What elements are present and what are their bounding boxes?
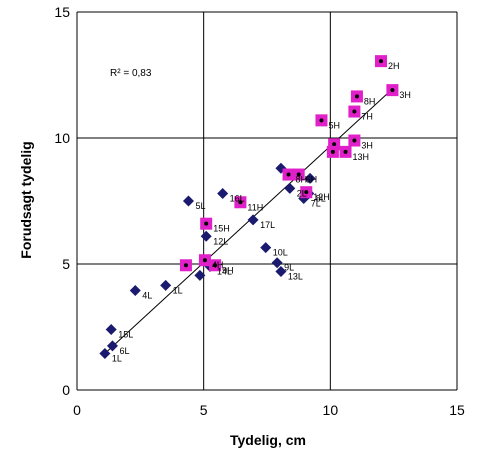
point-H-dot bbox=[238, 200, 243, 205]
point-label: 4H bbox=[212, 260, 224, 270]
point-label: 5H bbox=[328, 120, 340, 130]
point-label: 6H bbox=[306, 175, 318, 185]
point-H-dot bbox=[202, 258, 207, 263]
axes bbox=[76, 12, 457, 391]
point-label: 8H bbox=[296, 175, 308, 185]
point-H-dot bbox=[332, 142, 337, 147]
data-points bbox=[99, 55, 399, 359]
point-label: 6L bbox=[119, 346, 129, 356]
point-label: 13H bbox=[353, 152, 370, 162]
point-H-dot bbox=[354, 94, 359, 99]
point-L bbox=[200, 230, 212, 242]
point-label: 5L bbox=[195, 201, 205, 211]
point-label: 15H bbox=[213, 224, 230, 234]
y-tick-labels: 0 5 10 15 bbox=[54, 4, 70, 398]
point-label: 2H bbox=[388, 61, 400, 71]
x-tick-label: 10 bbox=[323, 402, 339, 418]
gridlines bbox=[77, 11, 458, 390]
point-L bbox=[284, 182, 296, 194]
point-label: 3H bbox=[399, 90, 411, 100]
point-H-dot bbox=[213, 263, 218, 268]
point-label: 11H bbox=[247, 202, 263, 212]
y-tick-label: 15 bbox=[54, 4, 70, 20]
point-L bbox=[194, 269, 206, 281]
point-label: 7L bbox=[311, 198, 321, 208]
point-labels: 1L6L15L4L1L14L5L12L16L17L10L9L13L2L7L8L2… bbox=[112, 61, 411, 363]
point-label: 12L bbox=[213, 236, 228, 246]
point-label: 13L bbox=[288, 272, 303, 282]
x-tick-labels: 0 5 10 15 bbox=[73, 402, 465, 418]
point-label: 9H bbox=[222, 265, 234, 275]
point-L bbox=[271, 257, 283, 269]
point-L bbox=[160, 279, 172, 291]
point-label: 8H bbox=[364, 96, 376, 106]
point-L bbox=[247, 214, 259, 226]
point-L bbox=[99, 347, 111, 359]
point-H-dot bbox=[286, 172, 291, 177]
trendline bbox=[104, 89, 392, 354]
point-label: 7H bbox=[361, 112, 373, 122]
point-label: 16L bbox=[230, 193, 245, 203]
x-tick-label: 5 bbox=[200, 402, 208, 418]
point-L bbox=[217, 187, 229, 199]
point-L bbox=[129, 284, 141, 296]
point-label: 1L bbox=[173, 285, 183, 295]
point-label: 10L bbox=[273, 248, 288, 258]
point-L bbox=[260, 242, 272, 254]
point-L bbox=[106, 340, 118, 352]
point-label: 2L bbox=[297, 188, 307, 198]
y-tick-label: 5 bbox=[62, 256, 70, 272]
point-H-dot bbox=[379, 59, 383, 64]
point-label: 8L bbox=[316, 193, 326, 203]
point-H-dot bbox=[390, 88, 395, 93]
point-H-dot bbox=[352, 109, 357, 114]
r-squared-annotation: R² = 0,83 bbox=[110, 68, 152, 79]
y-axis-title: Forudsagt tydelig bbox=[18, 141, 34, 258]
point-L bbox=[275, 266, 287, 278]
y-tick-label: 10 bbox=[54, 130, 70, 146]
point-L bbox=[105, 324, 117, 336]
point-label: 3H bbox=[361, 141, 373, 151]
point-L bbox=[182, 195, 194, 207]
point-label: 14L bbox=[217, 267, 232, 277]
point-label: 9L bbox=[284, 263, 294, 273]
point-H-dot bbox=[330, 149, 335, 154]
point-label: 17L bbox=[260, 220, 275, 230]
point-label: 1L bbox=[112, 353, 122, 363]
point-L bbox=[304, 172, 316, 184]
x-tick-label: 0 bbox=[73, 402, 81, 418]
point-label: 15L bbox=[118, 330, 133, 340]
point-H-dot bbox=[343, 149, 348, 154]
trendline-group bbox=[104, 89, 392, 354]
point-H-dot bbox=[204, 221, 209, 226]
point-H-dot bbox=[319, 118, 324, 123]
point-H-dot bbox=[352, 138, 357, 143]
point-label: 12H bbox=[313, 192, 330, 202]
x-axis-title: Tydelig, cm bbox=[230, 432, 306, 448]
point-label: 4L bbox=[142, 290, 152, 300]
point-H-dot bbox=[296, 172, 301, 177]
point-H-dot bbox=[304, 190, 309, 195]
y-tick-label: 0 bbox=[62, 382, 70, 398]
x-tick-label: 15 bbox=[449, 402, 465, 418]
point-H-dot bbox=[183, 263, 188, 268]
